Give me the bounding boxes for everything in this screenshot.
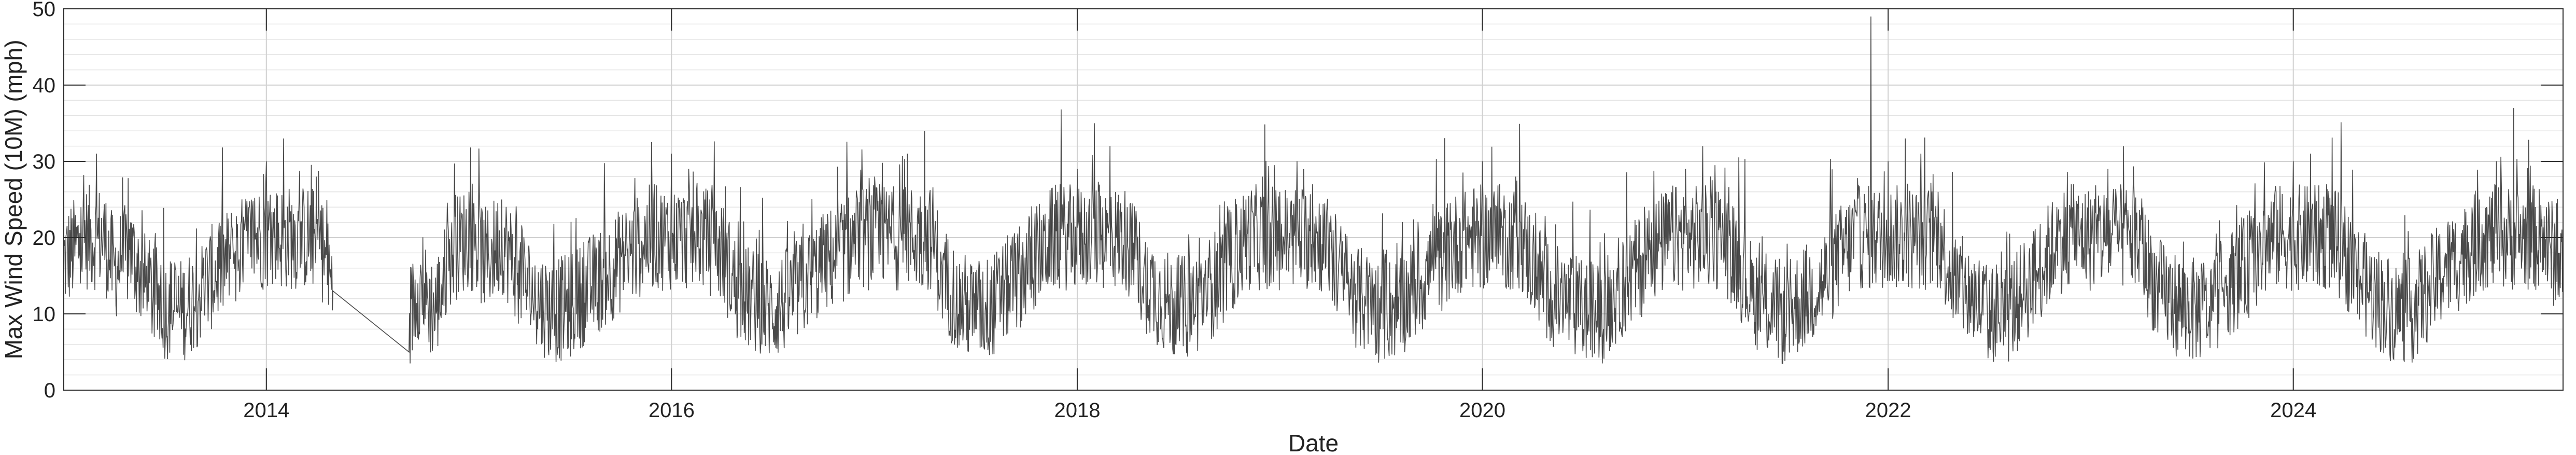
tick-marks — [64, 8, 2563, 391]
x-axis-label: Date — [1288, 430, 1339, 455]
y-tick-label: 50 — [33, 0, 56, 21]
x-tick-label: 2024 — [2270, 399, 2316, 422]
x-tick-label: 2018 — [1054, 399, 1100, 422]
x-tick-label: 2016 — [649, 399, 695, 422]
series-line — [63, 16, 2564, 364]
minor-gridlines — [64, 23, 2563, 376]
y-tick-label: 20 — [33, 227, 56, 250]
y-tick-label: 0 — [44, 379, 55, 402]
x-tick-label: 2014 — [243, 399, 289, 422]
y-tick-labels: 0 10 20 30 40 50 — [33, 0, 56, 402]
x-tick-labels: 2014 2016 2018 2020 2022 2024 — [243, 399, 2316, 422]
y-axis-label: Max Wind Speed (10M) (mph) — [0, 39, 27, 359]
x-tick-label: 2022 — [1865, 399, 1911, 422]
series-layer — [63, 16, 2564, 364]
y-tick-label: 30 — [33, 150, 56, 173]
plot-frame — [63, 8, 2564, 391]
x-tick-label: 2020 — [1459, 399, 1505, 422]
y-tick-label: 10 — [33, 303, 56, 326]
y-tick-label: 40 — [33, 74, 56, 97]
